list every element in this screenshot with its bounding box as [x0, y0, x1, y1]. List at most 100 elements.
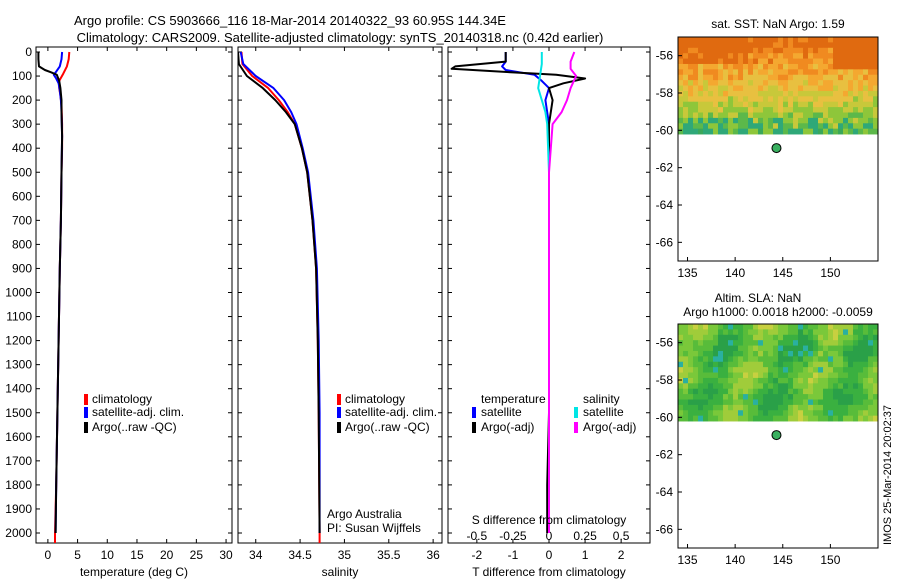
sla-map-cell: [748, 350, 754, 357]
sla-map-cell: [868, 367, 874, 373]
sst-map-cell: [858, 47, 864, 54]
sla-map-cell: [823, 356, 829, 363]
sla-map-cell: [693, 334, 699, 341]
sst-lon-tick-label: 145: [773, 266, 793, 280]
sla-map-cell: [868, 399, 874, 406]
sst-map-cell: [798, 69, 804, 76]
depth-tick-label: 100: [12, 69, 32, 83]
sst-map-cell: [733, 107, 739, 113]
sla-map-cell: [848, 340, 854, 346]
sla-map-cell: [858, 404, 864, 411]
sla-map-cell: [873, 394, 879, 400]
sst-map-cell: [853, 63, 859, 70]
sst-map-cell: [728, 101, 734, 108]
sst-map-cell: [808, 117, 814, 124]
sst-map-cell: [793, 117, 799, 124]
sst-map-cell: [743, 96, 749, 103]
sst-map-cell: [768, 128, 774, 135]
sst-map-cell: [773, 69, 779, 76]
sst-map-cell: [853, 123, 859, 130]
sla-map-cell: [708, 340, 714, 346]
sla-map-cell: [723, 404, 729, 411]
sla-map-cell: [703, 361, 709, 368]
sst-map-cell: [853, 53, 859, 59]
sst-map-cell: [748, 80, 754, 86]
depth-tick-label: 1900: [5, 502, 32, 516]
sla-map-cell: [793, 388, 799, 395]
sst-map-cell: [778, 74, 784, 81]
sla-map-cell: [758, 377, 764, 384]
sst-map-cell: [743, 42, 749, 49]
sst-map-cell: [678, 117, 684, 124]
sla-map-cell: [798, 415, 804, 422]
depth-tick-label: 600: [12, 189, 32, 203]
sla-map-cell: [708, 334, 714, 341]
sst-lon-tick-label: 150: [820, 266, 840, 280]
sst-map-cell: [683, 80, 689, 86]
sla-map-cell: [798, 356, 804, 363]
sla-map-cell: [873, 334, 879, 341]
sla-map-cell: [833, 372, 839, 379]
sst-map-cell: [723, 69, 729, 76]
sst-map-cell: [838, 107, 844, 113]
sst-map-cell: [798, 107, 804, 113]
sla-map-cell: [828, 383, 834, 390]
sla-map-cell: [848, 350, 854, 357]
sst-map-cell: [743, 37, 749, 43]
sla-map-cell: [713, 350, 719, 357]
sla-map-cell: [813, 356, 819, 363]
sst-map-cell: [838, 37, 844, 43]
sla-map-cell: [793, 367, 799, 373]
sst-map-cell: [748, 47, 754, 54]
sst-map-cell: [773, 107, 779, 113]
sla-map-cell: [693, 410, 699, 417]
sst-map-cell: [688, 63, 694, 70]
sst-map-cell: [683, 53, 689, 59]
sst-map-cell: [748, 107, 754, 113]
sla-map-cell: [748, 345, 754, 352]
sla-map-cell: [748, 356, 754, 363]
sst-map-cell: [753, 123, 759, 130]
sla-map-cell: [798, 329, 804, 336]
argo-position-marker: [771, 143, 782, 154]
sla-map-cell: [858, 350, 864, 357]
sst-map-cell: [743, 74, 749, 81]
sst-map-cell: [833, 90, 839, 97]
sla-map-cell: [833, 383, 839, 390]
sst-map-cell: [758, 128, 764, 135]
sst-map-cell: [788, 74, 794, 81]
sla-map-cell: [788, 372, 794, 379]
sla-map-cell: [838, 329, 844, 336]
sst-map-cell: [738, 47, 744, 54]
sla-map-cell: [843, 345, 849, 352]
sla-map-cell: [823, 361, 829, 368]
sla-map-cell: [753, 415, 759, 422]
sla-map-cell: [723, 350, 729, 357]
sst-map-cell: [828, 123, 834, 130]
sla-map-cell: [833, 350, 839, 357]
sst-map-cell: [708, 101, 714, 108]
sst-map-cell: [683, 96, 689, 103]
sla-map-cell: [833, 404, 839, 411]
sla-map-cell: [713, 404, 719, 411]
sla-map-cell: [843, 350, 849, 357]
sla-map-cell: [738, 361, 744, 368]
sst-map-cell: [783, 74, 789, 81]
sla-map-cell: [748, 410, 754, 417]
axes-layer: 0100200300400500600700800900100011001200…: [5, 45, 650, 562]
sst-map-cell: [818, 90, 824, 97]
sst-map-cell: [833, 107, 839, 113]
sst-map-cell: [733, 63, 739, 70]
depth-tick-label: 0: [25, 45, 32, 59]
sst-map-cell: [703, 90, 709, 97]
sst-map-cell: [868, 112, 874, 119]
sla-map-cell: [753, 340, 759, 346]
sst-map-cell: [728, 42, 734, 49]
sst-map-cell: [773, 47, 779, 54]
sst-map-cell: [788, 90, 794, 97]
sst-map-cell: [803, 112, 809, 119]
sla-map-cell: [773, 361, 779, 368]
sst-map-cell: [733, 53, 739, 59]
sla-map-cell: [858, 367, 864, 373]
sla-map-cell: [768, 340, 774, 346]
